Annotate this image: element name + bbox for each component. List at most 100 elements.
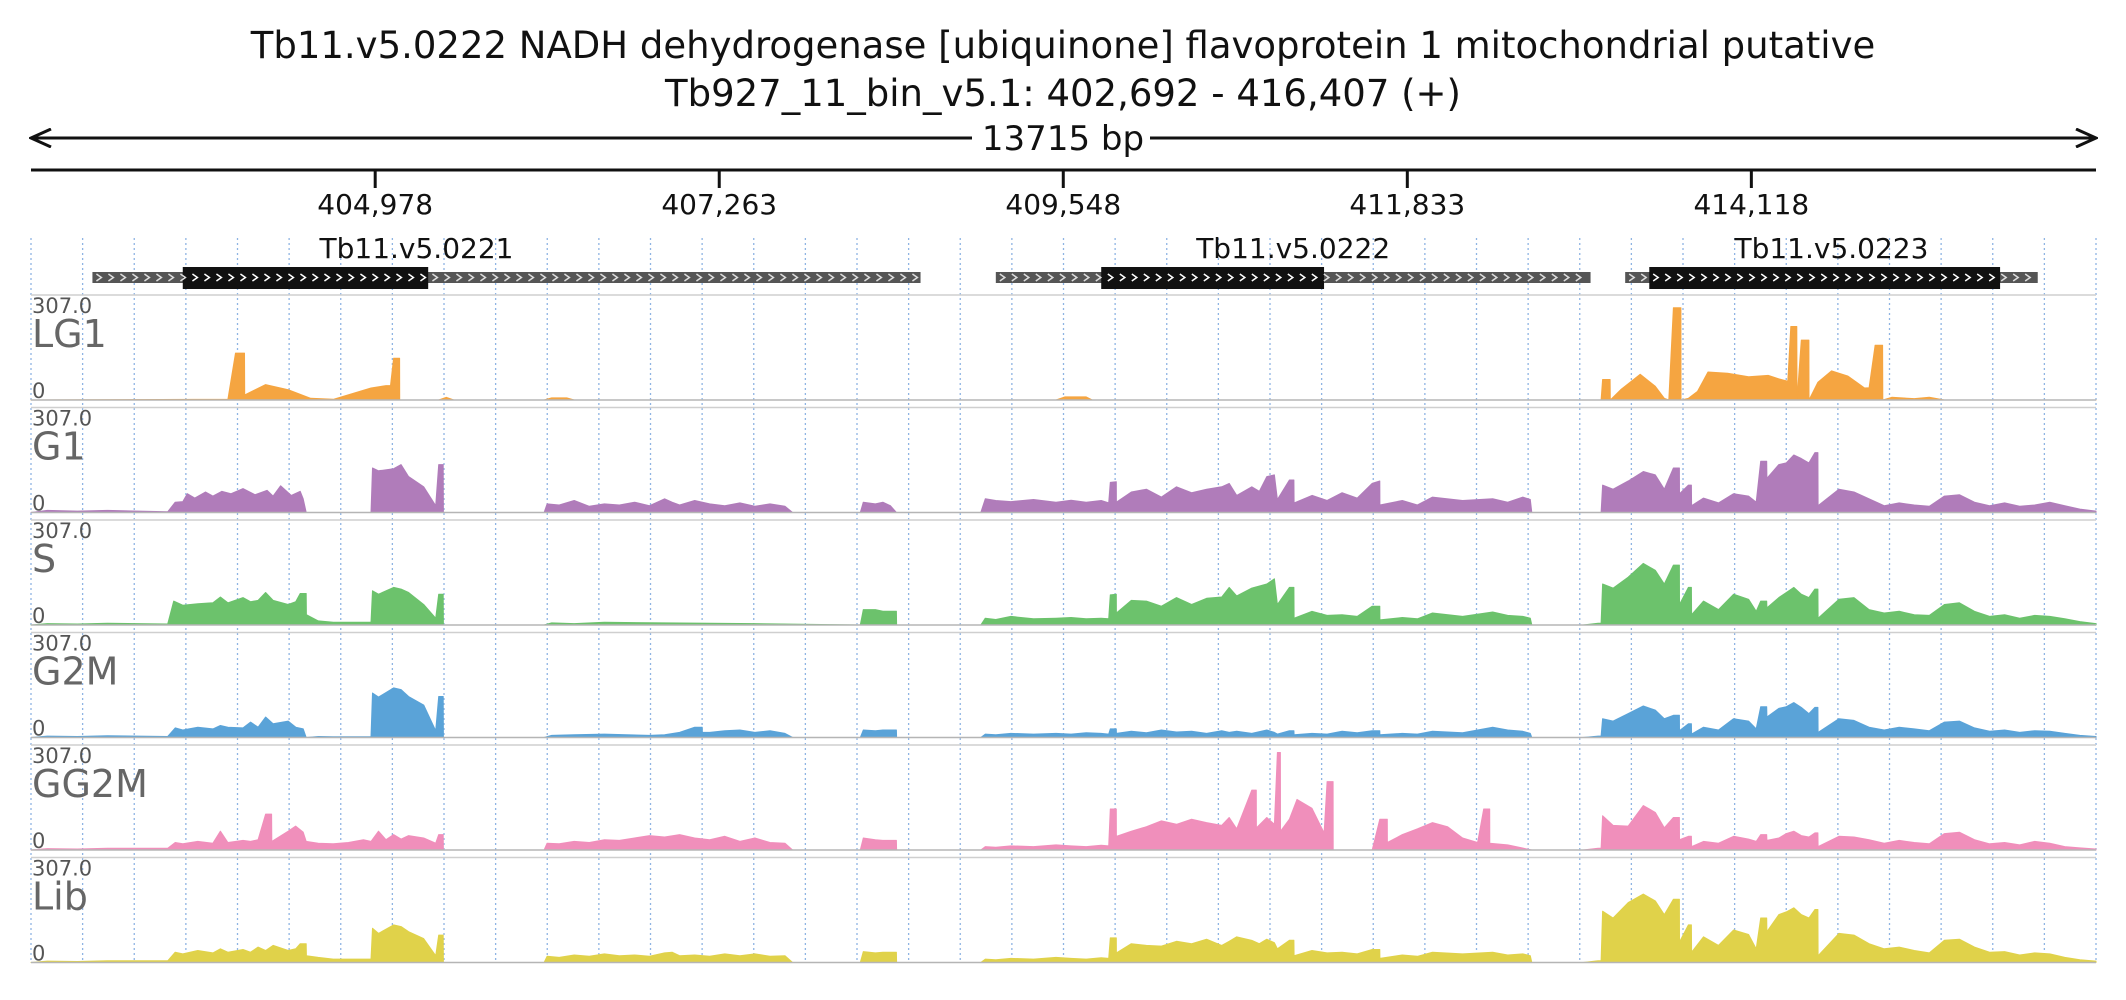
strand-chevron-icon (636, 273, 643, 282)
strand-chevron-icon (1191, 273, 1199, 282)
strand-chevron-icon (1419, 273, 1427, 282)
strand-chevron-icon (912, 273, 919, 282)
tick-label: 411,833 (1349, 188, 1465, 221)
strand-chevron-icon (228, 273, 235, 282)
strand-chevron-icon (144, 273, 151, 282)
strand-chevron-icon (840, 273, 847, 282)
tick-label: 409,548 (1005, 188, 1121, 221)
y-min-label: 0 (32, 604, 45, 628)
strand-chevron-icon (468, 273, 475, 282)
strand-chevron-icon (1988, 273, 1996, 282)
strand-chevron-icon (456, 273, 463, 282)
strand-chevron-icon (252, 273, 259, 282)
strand-chevron-icon (1904, 273, 1912, 282)
strand-chevron-icon (732, 273, 739, 282)
region-subtitle: Tb927_11_bin_v5.1: 402,692 - 416,407 (+) (664, 72, 1461, 115)
strand-chevron-icon (876, 273, 883, 282)
strand-chevron-icon (120, 273, 127, 282)
strand-chevron-icon (432, 273, 439, 282)
y-max-label: 307.0 (32, 857, 92, 881)
strand-chevron-icon (696, 273, 703, 282)
strand-chevron-icon (1107, 273, 1115, 282)
strand-chevron-icon (1047, 273, 1055, 282)
strand-chevron-icon (816, 273, 823, 282)
strand-chevron-icon (756, 273, 763, 282)
strand-chevron-icon (1059, 273, 1067, 282)
coverage-area (30, 687, 2097, 738)
strand-chevron-icon (1575, 273, 1583, 282)
strand-chevron-icon (264, 273, 271, 282)
strand-chevron-icon (1167, 273, 1175, 282)
strand-chevron-icon (480, 273, 487, 282)
coverage-area (30, 452, 2097, 513)
strand-chevron-icon (1143, 273, 1151, 282)
strand-chevron-icon (408, 273, 415, 282)
track-gg2m: 307.0 0 GG2M (30, 744, 2097, 853)
strand-chevron-icon (2024, 273, 2032, 282)
strand-chevron-icon (1736, 273, 1744, 282)
track-lg1: 307.0 0 LG1 (30, 294, 2097, 403)
strand-chevron-icon (1287, 273, 1295, 282)
strand-chevron-icon (492, 273, 499, 282)
strand-chevron-icon (1431, 273, 1439, 282)
strand-chevron-icon (288, 273, 295, 282)
strand-chevron-icon (684, 273, 691, 282)
strand-chevron-icon (156, 273, 163, 282)
strand-chevron-icon (372, 273, 379, 282)
strand-chevron-icon (324, 273, 331, 282)
strand-chevron-icon (852, 273, 859, 282)
strand-chevron-icon (420, 273, 427, 282)
strand-chevron-icon (1383, 273, 1391, 282)
strand-chevron-icon (1964, 273, 1972, 282)
strand-chevron-icon (1263, 273, 1271, 282)
strand-chevron-icon (504, 273, 511, 282)
span-length-label: 13715 bp (982, 119, 1144, 159)
gene-label: Tb11.v5.0223 (1733, 232, 1928, 265)
strand-chevron-icon (1892, 273, 1900, 282)
strand-chevron-icon (1652, 273, 1660, 282)
strand-chevron-icon (600, 273, 607, 282)
strand-chevron-icon (1976, 273, 1984, 282)
strand-chevron-icon (612, 273, 619, 282)
track-label: LG1 (32, 312, 107, 356)
strand-chevron-icon (1868, 273, 1876, 282)
strand-chevron-icon (1407, 273, 1415, 282)
strand-chevron-icon (444, 273, 451, 282)
strand-chevron-icon (804, 273, 811, 282)
strand-chevron-icon (1940, 273, 1948, 282)
coverage-area (30, 893, 2097, 963)
y-min-label: 0 (32, 942, 45, 966)
strand-chevron-icon (1455, 273, 1463, 282)
strand-chevron-icon (1443, 273, 1451, 282)
strand-chevron-icon (1700, 273, 1708, 282)
strand-chevron-icon (672, 273, 679, 282)
strand-chevron-icon (1808, 273, 1816, 282)
strand-chevron-icon (2012, 273, 2020, 282)
gene-track: Tb11.v5.0221 Tb11.v5.0222 Tb11.v5.0223 (92, 232, 2038, 289)
span-ruler: 13715 bp (31, 119, 2096, 159)
strand-chevron-icon (1275, 273, 1283, 282)
strand-chevron-icon (516, 273, 523, 282)
strand-chevron-icon (216, 273, 223, 282)
strand-chevron-icon (1760, 273, 1768, 282)
axis-ticks: 404,978 407,263 409,548 411,833 414,118 (317, 170, 1809, 221)
strand-chevron-icon (1095, 273, 1103, 282)
strand-chevron-icon (1527, 273, 1535, 282)
track-s: 307.0 0 S (30, 519, 2097, 628)
track-label: S (32, 537, 56, 581)
strand-chevron-icon (1155, 273, 1163, 282)
strand-chevron-icon (336, 273, 343, 282)
strand-chevron-icon (1712, 273, 1720, 282)
tick-label: 404,978 (317, 188, 433, 221)
strand-chevron-icon (1179, 273, 1187, 282)
strand-chevron-icon (1227, 273, 1235, 282)
strand-chevron-icon (768, 273, 775, 282)
strand-chevron-icon (1563, 273, 1571, 282)
strand-chevron-icon (1664, 273, 1672, 282)
strand-chevron-icon (348, 273, 355, 282)
strand-chevron-icon (1083, 273, 1091, 282)
strand-chevron-icon (192, 273, 199, 282)
track-label: G1 (32, 425, 86, 469)
strand-chevron-icon (792, 273, 799, 282)
strand-chevron-icon (1748, 273, 1756, 282)
